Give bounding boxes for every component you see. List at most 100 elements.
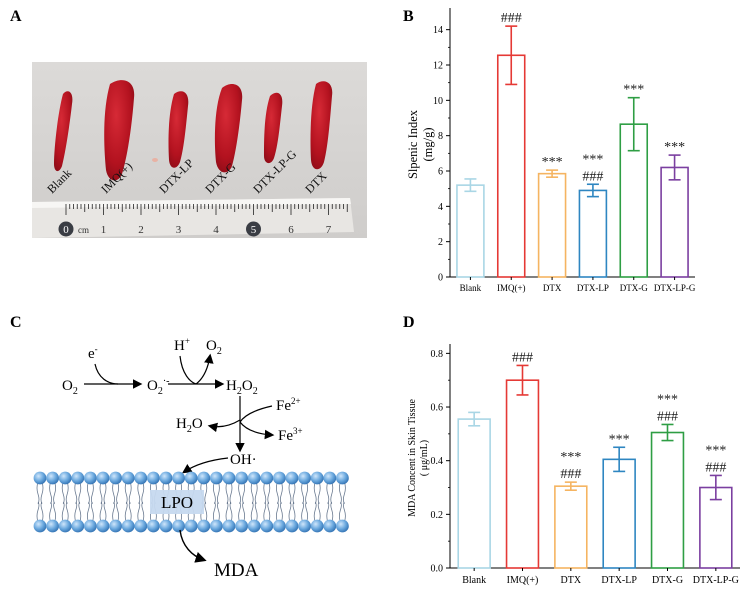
lipid-tail <box>276 481 279 505</box>
significance-marker: ### <box>705 460 726 475</box>
bar <box>602 458 636 569</box>
lipid-tail <box>317 481 321 505</box>
lipid-tail <box>254 481 258 505</box>
ruler-number-badge <box>246 221 261 237</box>
lipid-peroxidation-scheme: e- O2 O2·- H+ O2 H2O2 Fe2+ Fe3+ H2O OH· … <box>33 336 349 581</box>
lipid-tail <box>141 501 145 523</box>
ruler-number: 0 <box>63 224 69 236</box>
significance-marker: ### <box>512 350 533 365</box>
y-tick-label: 6 <box>438 167 443 178</box>
hydrogen-peroxide-label: H2O2 <box>226 378 258 397</box>
x-tick-label: DTX-LP <box>601 575 637 586</box>
oxygen-label: O2 <box>62 378 78 397</box>
lipid-tail <box>204 481 208 505</box>
bar <box>578 189 608 278</box>
lipid-tail <box>280 501 283 523</box>
arrow-oh-to-membrane <box>182 457 229 474</box>
lipid-tail <box>250 481 254 505</box>
water-label: H2O <box>176 416 203 435</box>
lipid-head <box>222 519 236 533</box>
lipid-head <box>298 519 311 533</box>
bar <box>660 166 689 278</box>
lipid-tail <box>225 481 229 505</box>
bar <box>650 431 685 569</box>
significance-marker: *** <box>664 140 685 155</box>
significance-marker: ### <box>560 467 581 482</box>
spleen-imq <box>104 80 135 181</box>
hydroxyl-radical-label: OH· <box>230 452 257 468</box>
lipid-tail <box>61 501 65 523</box>
lipid-tail <box>40 501 44 523</box>
lipid-head <box>273 471 286 485</box>
lipid-tail <box>87 481 90 505</box>
lipid-head <box>33 519 47 533</box>
y-tick-label: 0 <box>438 273 443 284</box>
lipid-head <box>134 519 148 533</box>
lipid-head <box>210 471 223 485</box>
lipid-head <box>210 519 223 533</box>
spleen-group <box>54 80 333 181</box>
lipid-tail <box>217 501 220 523</box>
lipid-head <box>197 471 211 485</box>
lipid-tail <box>61 481 65 505</box>
lipid-tail <box>267 481 271 505</box>
ruler-number: 7 <box>326 224 332 236</box>
lipid-head <box>96 519 110 533</box>
significance-marker: *** <box>542 155 563 170</box>
lipid-head <box>147 471 160 485</box>
x-tick-label: DTX-G <box>620 283 648 293</box>
lpo-box <box>150 490 204 514</box>
y-axis-unit: (mg/g) <box>421 127 435 161</box>
chart-mda-concent: 0.0 0.2 0.4 0.6 0.8 MDA Concent in Skin Tissu… <box>407 344 740 586</box>
lipid-tail <box>128 501 132 523</box>
spleen-dtx-g <box>214 84 243 173</box>
lipid-tail <box>343 501 346 523</box>
lipid-tail <box>91 501 94 523</box>
lipid-tail <box>213 481 216 505</box>
lipid-head <box>298 471 311 485</box>
y-tick-label: 0.2 <box>431 510 444 521</box>
lipid-head <box>71 519 85 533</box>
panel-label-b: B <box>403 8 414 25</box>
lipid-tail <box>326 481 330 505</box>
lipid-tail <box>229 481 233 505</box>
spleen-blank <box>54 91 73 172</box>
lipid-tail <box>116 501 119 523</box>
lipid-head <box>323 519 337 533</box>
lipid-tail <box>339 481 342 505</box>
lipid-tail <box>313 501 317 523</box>
lipid-head <box>285 519 299 533</box>
lipid-tail <box>238 481 241 505</box>
ruler-number: 2 <box>138 224 144 236</box>
spleen-dtx <box>310 81 333 170</box>
panel-label-d: D <box>403 314 415 331</box>
lipid-head <box>323 471 337 485</box>
lipid-tail <box>103 481 107 505</box>
arrow-lpo-to-mda <box>179 529 207 563</box>
y-axis-unit: ( μg/mL) <box>419 440 430 476</box>
lipid-head <box>159 519 173 533</box>
lipid-head <box>260 471 274 485</box>
lipid-tail <box>124 501 128 523</box>
significance-marker: *** <box>560 450 581 465</box>
significance-marker: ### <box>501 11 522 26</box>
lipid-tail <box>78 501 82 523</box>
lipid-tail <box>87 501 90 523</box>
bar <box>505 379 540 569</box>
lipid-tail <box>330 501 334 523</box>
lipid-tail <box>288 501 292 523</box>
lipid-tail <box>305 501 308 523</box>
lipid-tail <box>91 481 94 505</box>
x-tick-label: DTX-LP-G <box>693 575 739 586</box>
lipid-tail <box>124 481 128 505</box>
x-tick-label: IMQ(+) <box>497 283 526 293</box>
lipid-tail <box>301 501 304 523</box>
lipid-head <box>273 519 286 533</box>
y-tick-label: 10 <box>433 96 443 107</box>
lipid-head <box>247 471 261 485</box>
lipid-head <box>336 471 349 485</box>
mda-label: MDA <box>214 560 259 581</box>
lipid-head <box>84 471 97 485</box>
x-tick-label: DTX-LP <box>577 283 609 293</box>
lipid-head <box>121 519 135 533</box>
